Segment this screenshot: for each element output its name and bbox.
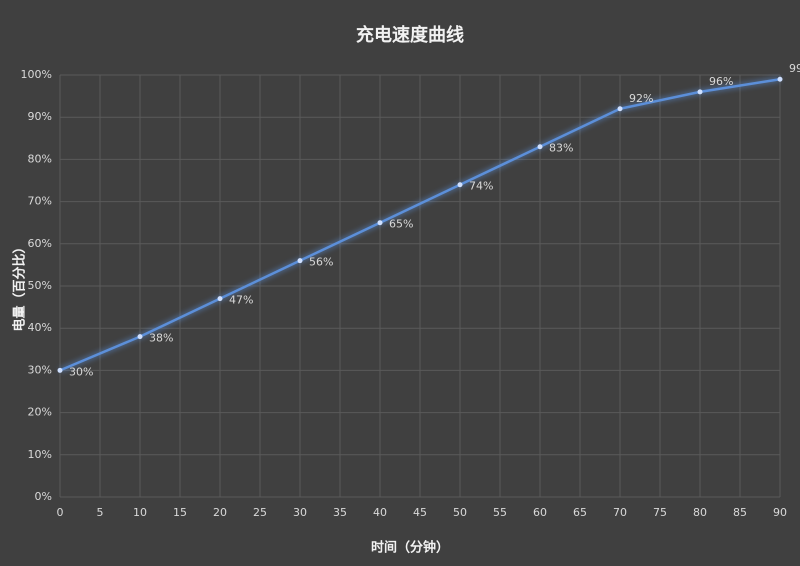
chart-title: 充电速度曲线 xyxy=(356,24,464,46)
x-tick-label: 90 xyxy=(773,506,787,519)
data-label: 74% xyxy=(469,180,493,193)
data-label: 92% xyxy=(629,92,653,105)
x-tick-label: 5 xyxy=(97,506,104,519)
x-tick-label: 40 xyxy=(373,506,387,519)
x-tick-label: 45 xyxy=(413,506,427,519)
x-tick-label: 55 xyxy=(493,506,507,519)
data-point xyxy=(617,106,623,112)
x-tick-label: 20 xyxy=(213,506,227,519)
y-tick-label: 20% xyxy=(28,406,52,419)
data-point xyxy=(777,76,783,82)
x-tick-label: 80 xyxy=(693,506,707,519)
y-tick-label: 90% xyxy=(28,110,52,123)
y-tick-label: 100% xyxy=(21,68,52,81)
y-tick-label: 10% xyxy=(28,448,52,461)
x-tick-label: 85 xyxy=(733,506,747,519)
x-tick-label: 50 xyxy=(453,506,467,519)
data-point xyxy=(137,334,143,340)
y-tick-label: 80% xyxy=(28,152,52,165)
y-axis-title: 电量（百分比） xyxy=(12,240,28,331)
data-label: 47% xyxy=(229,294,253,307)
x-tick-label: 65 xyxy=(573,506,587,519)
data-label: 38% xyxy=(149,332,173,345)
x-tick-label: 15 xyxy=(173,506,187,519)
data-label: 83% xyxy=(549,142,573,155)
y-tick-label: 70% xyxy=(28,195,52,208)
y-tick-label: 0% xyxy=(35,490,52,503)
x-tick-label: 0 xyxy=(57,506,64,519)
y-tick-label: 60% xyxy=(28,237,52,250)
x-tick-label: 75 xyxy=(653,506,667,519)
data-label: 56% xyxy=(309,256,333,269)
y-tick-label: 30% xyxy=(28,363,52,376)
data-label: 99% xyxy=(789,62,800,75)
data-label: 65% xyxy=(389,218,413,231)
x-axis-title: 时间（分钟） xyxy=(371,540,449,556)
x-tick-label: 25 xyxy=(253,506,267,519)
x-tick-label: 10 xyxy=(133,506,147,519)
data-point xyxy=(537,144,543,150)
y-tick-label: 50% xyxy=(28,279,52,292)
y-tick-label: 40% xyxy=(28,321,52,334)
data-label: 96% xyxy=(709,75,733,88)
data-point xyxy=(217,296,223,302)
data-point xyxy=(377,220,383,226)
x-tick-label: 30 xyxy=(293,506,307,519)
x-tick-label: 60 xyxy=(533,506,547,519)
data-point xyxy=(297,258,303,264)
data-label: 30% xyxy=(69,365,93,378)
x-tick-label: 35 xyxy=(333,506,347,519)
data-point xyxy=(697,89,703,95)
series-line xyxy=(59,77,781,372)
data-point xyxy=(457,182,463,188)
data-point xyxy=(57,367,63,373)
x-tick-label: 70 xyxy=(613,506,627,519)
